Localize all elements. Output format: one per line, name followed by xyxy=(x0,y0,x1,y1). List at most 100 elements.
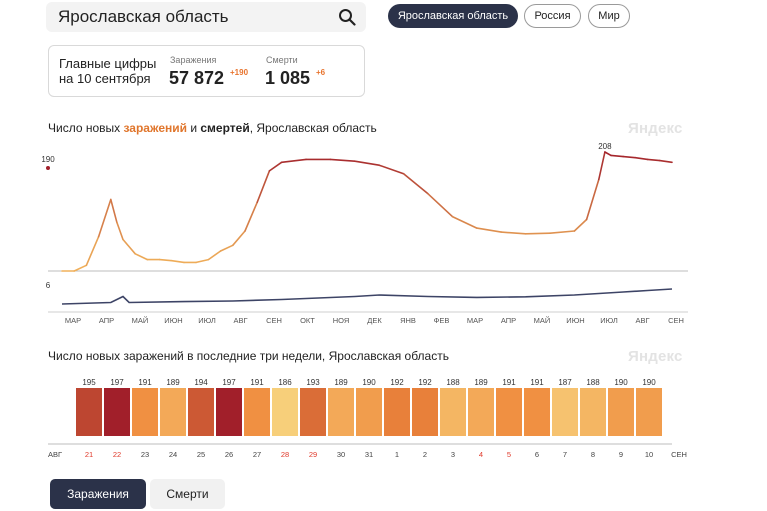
bar-category-label: 4 xyxy=(479,450,483,459)
bar-day-24 xyxy=(160,388,186,436)
month-tick-label: АПР xyxy=(99,316,114,325)
bar-value-label: 194 xyxy=(194,378,208,387)
search-bar[interactable]: Ярославская область xyxy=(46,2,366,32)
tab-deaths[interactable]: Смерти xyxy=(150,479,225,509)
deaths-delta: +6 xyxy=(316,68,326,77)
infections-line-segment xyxy=(256,170,271,204)
bar-category-label: 30 xyxy=(337,450,345,459)
title-part-region: , Ярославская область xyxy=(249,121,377,135)
tab-infections[interactable]: Заражения xyxy=(50,479,146,509)
region-tab-world[interactable]: Мир xyxy=(588,4,630,28)
bar-day-2 xyxy=(412,388,438,436)
search-icon[interactable] xyxy=(338,8,356,26)
bar-category-label: 24 xyxy=(169,450,177,459)
bar-value-label: 188 xyxy=(446,378,460,387)
bar-value-label: 190 xyxy=(362,378,376,387)
bar-category-label: 5 xyxy=(507,450,511,459)
infections-line-segment xyxy=(451,215,478,229)
infections-line-segment xyxy=(597,151,606,181)
bar-value-label: 190 xyxy=(642,378,656,387)
infections-line-segment xyxy=(658,159,673,164)
bar-value-label: 186 xyxy=(278,378,292,387)
bar-chart-title: Число новых заражений в последние три не… xyxy=(48,349,449,363)
bar-day-10 xyxy=(636,388,662,436)
bar-category-label: 27 xyxy=(253,450,261,459)
infections-line-segment xyxy=(244,201,259,232)
bar-value-label: 193 xyxy=(306,378,320,387)
bar-category-label: 26 xyxy=(225,450,233,459)
infections-line-segment xyxy=(378,164,405,175)
bar-day-25 xyxy=(188,388,214,436)
bar-category-label: 9 xyxy=(619,450,623,459)
month-end-label: СЕН xyxy=(671,450,687,459)
bar-value-label: 191 xyxy=(530,378,544,387)
bar-value-label: 192 xyxy=(418,378,432,387)
bar-day-27 xyxy=(244,388,270,436)
month-tick-label: ИЮН xyxy=(566,316,584,325)
title-part-and: и xyxy=(187,121,201,135)
infections-line-segment xyxy=(280,158,307,164)
current-value-dot xyxy=(46,166,50,170)
deaths-total: 1 085 xyxy=(265,68,311,88)
trend-chart[interactable]: 190 208 6 МАР АПР МАЙ ИЮН ИЮЛ АВГ СЕН ОКТ НОЯ ДЕК ЯНВ… xyxy=(0,140,767,340)
bar-value-label: 191 xyxy=(138,378,152,387)
title-part-1: Число новых xyxy=(48,121,124,135)
bar-day-7 xyxy=(552,388,578,436)
deaths-line xyxy=(61,288,673,305)
bar-category-label: 10 xyxy=(645,450,653,459)
current-value-label: 190 xyxy=(41,155,55,164)
bar-category-label: 31 xyxy=(365,450,373,459)
bar-day-9 xyxy=(608,388,634,436)
infections-line-segment xyxy=(158,258,173,262)
bar-day-23 xyxy=(132,388,158,436)
infections-line-segment xyxy=(353,160,381,167)
infections-line-segment xyxy=(549,230,576,234)
infections-total: 57 872 xyxy=(169,68,225,88)
infections-line-segment xyxy=(207,250,222,261)
bar-chart[interactable]: 1952119722191231892419425197261912718628… xyxy=(0,366,767,466)
bar-day-30 xyxy=(328,388,354,436)
deaths-max-label: 6 xyxy=(46,281,51,290)
infections-line-segment xyxy=(73,264,88,272)
infections-line-segment xyxy=(402,172,429,195)
region-tab-yaroslavl[interactable]: Ярославская область xyxy=(388,4,518,28)
infections-line-segment xyxy=(116,221,124,241)
bar-value-label: 189 xyxy=(474,378,488,387)
bar-day-3 xyxy=(440,388,466,436)
trend-chart-title: Число новых заражений и смертей, Ярослав… xyxy=(48,121,377,135)
bar-category-label: 29 xyxy=(309,450,317,459)
bar-category-label: 1 xyxy=(395,450,399,459)
bar-value-label: 197 xyxy=(110,378,124,387)
month-tick-label: ИЮЛ xyxy=(198,316,216,325)
month-tick-label: НОЯ xyxy=(333,316,350,325)
bar-day-28 xyxy=(272,388,298,436)
region-tab-russia[interactable]: Россия xyxy=(524,4,581,28)
bar-category-label: 6 xyxy=(535,450,539,459)
infections-line-segment xyxy=(122,238,136,255)
month-tick-label: МАЙ xyxy=(534,316,551,325)
infections-line-segment xyxy=(634,156,649,161)
deaths-label: Смерти xyxy=(266,55,298,65)
month-tick-label: ИЮН xyxy=(164,316,182,325)
infections-label: Заражения xyxy=(170,55,217,65)
infections-line-segment xyxy=(171,259,185,264)
infections-line-segment xyxy=(646,158,661,162)
search-input[interactable]: Ярославская область xyxy=(58,7,229,26)
title-part-deaths: смертей xyxy=(200,121,250,135)
bar-category-label: 22 xyxy=(113,450,121,459)
bar-category-label: 23 xyxy=(141,450,149,459)
infections-line-segment xyxy=(219,244,234,252)
infections-line-segment xyxy=(329,158,356,163)
month-tick-label: ФЕВ xyxy=(434,316,450,325)
yandex-watermark-1: Яндекс xyxy=(628,120,683,137)
bar-day-5 xyxy=(496,388,522,436)
bar-category-label: 3 xyxy=(451,450,455,459)
month-tick-label: АПР xyxy=(501,316,516,325)
title-part-infections: заражений xyxy=(123,121,187,135)
summary-card: Главные цифры на 10 сентября Заражения 5… xyxy=(48,45,365,97)
month-tick-label: МАЙ xyxy=(132,316,149,325)
infections-line-segment xyxy=(604,151,612,157)
bar-value-label: 191 xyxy=(502,378,516,387)
bar-day-21 xyxy=(76,388,102,436)
month-tick-label: ОКТ xyxy=(300,316,315,325)
